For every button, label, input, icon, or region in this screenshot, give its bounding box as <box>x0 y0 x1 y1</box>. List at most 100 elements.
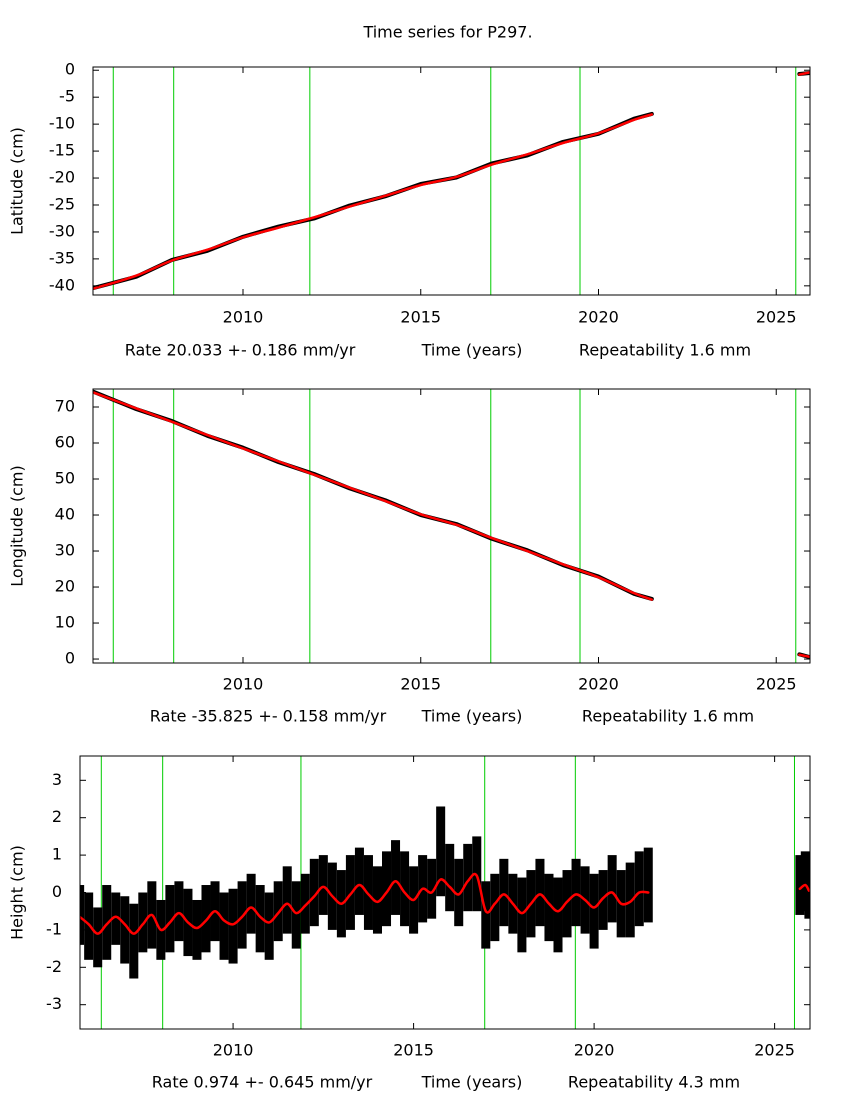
y-axis-label: Height (cm) <box>8 845 27 940</box>
observation-band <box>246 873 256 934</box>
observation-band <box>120 896 130 964</box>
observation-band <box>589 873 599 949</box>
plot-area <box>80 756 810 1029</box>
observation-band <box>382 851 392 927</box>
y-tick-label: 30 <box>55 541 75 560</box>
x-tick-label: 2020 <box>574 1041 615 1060</box>
x-tick-label: 2010 <box>213 1041 254 1060</box>
y-tick-label: 3 <box>52 770 62 789</box>
observation-band <box>129 903 139 979</box>
observation-band <box>291 881 301 949</box>
model-line <box>93 391 810 659</box>
observation-band <box>80 885 85 945</box>
y-tick-label: -15 <box>49 141 75 160</box>
observation-band <box>102 885 112 960</box>
observation-band <box>192 899 202 960</box>
observation-band <box>111 892 121 945</box>
observation-band <box>562 870 572 938</box>
observation-band <box>93 907 103 968</box>
rate-label: Rate 20.033 +- 0.186 mm/yr <box>125 341 356 360</box>
observation-band <box>517 877 527 953</box>
observation-band <box>165 885 175 953</box>
x-tick-label: 2025 <box>756 675 797 694</box>
y-tick-label: 0 <box>52 882 62 901</box>
y-tick-label: 70 <box>55 397 75 416</box>
repeatability-label: Repeatability 4.3 mm <box>568 1073 740 1092</box>
y-tick-label: 10 <box>55 613 75 632</box>
observation-band <box>634 851 644 927</box>
repeatability-label: Repeatability 1.6 mm <box>579 341 751 360</box>
observation-band <box>309 858 319 927</box>
observation-band <box>499 858 509 927</box>
observation-band <box>318 855 328 915</box>
x-tick-label: 2015 <box>393 1041 434 1060</box>
y-tick-label: -5 <box>59 87 75 106</box>
x-tick-label: 2025 <box>756 308 797 327</box>
observed-line <box>93 70 810 290</box>
observation-band <box>598 870 608 930</box>
observation-band <box>463 843 473 912</box>
x-axis-label: Time (years) <box>421 707 523 726</box>
y-tick-label: -25 <box>49 194 75 213</box>
y-tick-label: 1 <box>52 845 62 864</box>
x-tick-label: 2010 <box>223 308 264 327</box>
y-tick-label: 50 <box>55 469 75 488</box>
x-tick-label: 2015 <box>400 675 441 694</box>
plot-area <box>93 67 810 295</box>
observation-band <box>571 858 581 927</box>
observation-band <box>400 851 410 927</box>
observation-band <box>553 877 563 953</box>
y-tick-label: -35 <box>49 248 75 267</box>
model-line <box>80 872 810 935</box>
y-tick-label: 0 <box>65 649 75 668</box>
observation-band <box>201 885 211 953</box>
figure-title: Time series for P297. <box>362 23 532 42</box>
observation-band <box>391 840 401 915</box>
observation-band <box>795 855 805 915</box>
observation-band <box>544 873 554 942</box>
observation-band <box>237 881 247 949</box>
x-axis-label: Time (years) <box>421 341 523 360</box>
observation-band <box>535 858 545 927</box>
rate-label: Rate 0.974 +- 0.645 mm/yr <box>152 1073 373 1092</box>
y-tick-label: -40 <box>49 275 75 294</box>
y-axis-label: Latitude (cm) <box>8 127 27 235</box>
observation-band <box>282 866 292 934</box>
observation-band <box>607 855 617 923</box>
observation-band <box>454 858 464 927</box>
observation-band <box>84 892 94 960</box>
observation-band <box>255 885 265 953</box>
plot-frame <box>92 388 811 664</box>
plot-frame <box>92 66 811 296</box>
observation-band <box>300 873 310 934</box>
x-tick-label: 2020 <box>578 308 619 327</box>
y-tick-label: 0 <box>65 60 75 79</box>
y-tick-label: -3 <box>46 994 62 1013</box>
x-tick-label: 2020 <box>578 675 619 694</box>
y-tick-label: -20 <box>49 168 75 187</box>
x-tick-label: 2015 <box>400 308 441 327</box>
y-tick-label: 60 <box>55 433 75 452</box>
observation-band <box>174 881 184 942</box>
x-axis-label: Time (years) <box>421 1073 523 1092</box>
model-line <box>93 71 810 290</box>
observation-band <box>264 892 274 960</box>
observation-band <box>228 888 238 964</box>
observation-band <box>643 847 653 923</box>
y-tick-label: -2 <box>46 957 62 976</box>
observation-band <box>445 843 455 912</box>
y-tick-label: -1 <box>46 919 62 938</box>
repeatability-label: Repeatability 1.6 mm <box>582 707 754 726</box>
y-tick-label: 2 <box>52 807 62 826</box>
observation-band <box>354 847 364 915</box>
y-axis-label: Longitude (cm) <box>8 465 27 587</box>
x-tick-label: 2010 <box>223 675 264 694</box>
observation-band <box>427 858 437 919</box>
y-tick-label: 20 <box>55 577 75 596</box>
panel: -3 -2 -1 0 1 2 3 2010 2015 2020 2025 Height (cm) Rat… <box>8 755 811 1092</box>
observation-band <box>372 866 383 934</box>
observation-band <box>363 855 373 930</box>
panel: 0 -5 -10 -15 -20 -25 -30 -35 -40 2010 2015 2020 2025… <box>8 60 811 360</box>
